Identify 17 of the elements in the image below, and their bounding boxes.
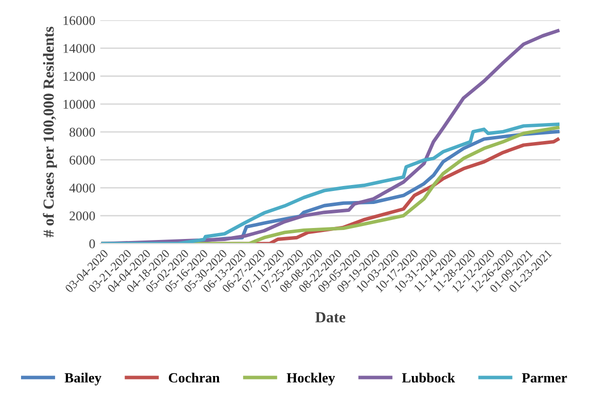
- line-series: [101, 29, 560, 244]
- y-tick-label: 6000: [70, 156, 95, 165]
- y-tick-label: 16000: [64, 16, 95, 26]
- x-axis-title: Date: [315, 312, 346, 322]
- y-tick-label: 10000: [64, 100, 95, 109]
- y-tick-label: 2000: [70, 211, 95, 220]
- y-tick-label: 8000: [70, 128, 95, 137]
- legend-label: Hockley: [286, 372, 335, 386]
- legend-label: Lubbock: [402, 372, 456, 383]
- y-tick-label: 14000: [64, 44, 95, 53]
- y-tick-label: 4000: [69, 184, 95, 192]
- y-tick-label: 12000: [64, 72, 95, 81]
- legend-label: Parmer: [522, 373, 567, 383]
- legend-label: Cochran: [168, 372, 220, 383]
- y-axis-title: # of Cases per 100,000 Residents: [42, 26, 57, 238]
- legend-label: Bailey: [64, 372, 102, 386]
- y-tick-label: 0: [89, 239, 95, 248]
